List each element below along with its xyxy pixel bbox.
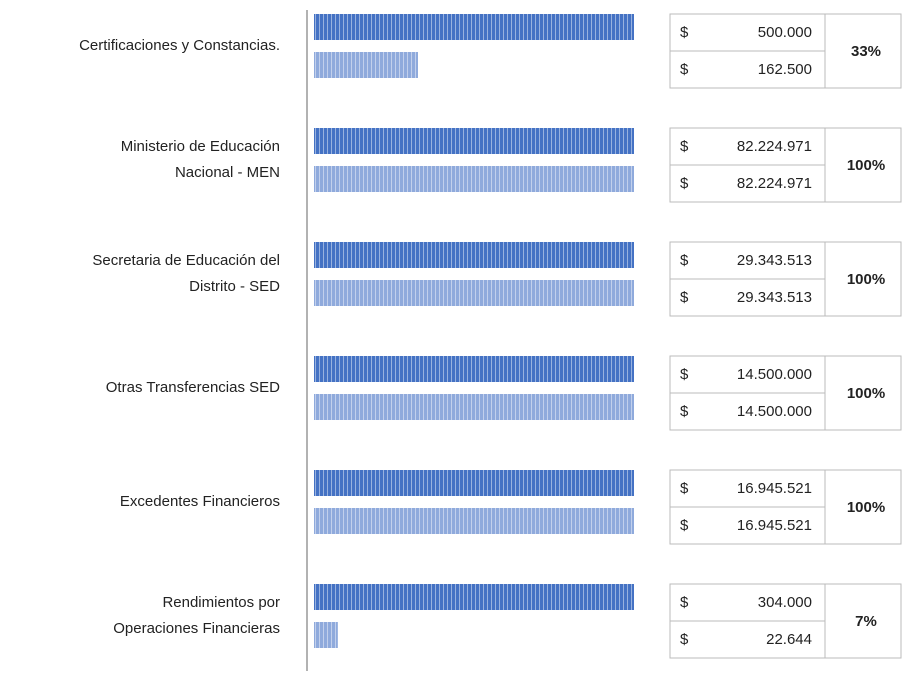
value-label: 82.224.971 [737, 175, 812, 192]
value-label: 82.224.971 [737, 138, 812, 155]
value-label: 304.000 [758, 594, 812, 611]
currency-symbol: $ [680, 631, 689, 648]
bar [314, 584, 634, 610]
value-label: 22.644 [766, 631, 812, 648]
category-label: Secretaria de Educación del [92, 252, 280, 269]
value-label: 162.500 [758, 61, 812, 78]
currency-symbol: $ [680, 61, 689, 78]
ratio-cell [824, 355, 902, 431]
category-label: Distrito - SED [189, 278, 280, 295]
value-label: 29.343.513 [737, 252, 812, 269]
ratio-cell [824, 241, 902, 317]
currency-symbol: $ [680, 594, 689, 611]
category-label: Nacional - MEN [175, 164, 280, 181]
value-label: 29.343.513 [737, 289, 812, 306]
category-label: Certificaciones y Constancias. [79, 37, 280, 54]
ratio-label: 100% [847, 499, 885, 516]
ratio-label: 7% [855, 613, 877, 630]
bar [314, 508, 634, 534]
bar [314, 356, 634, 382]
ratio-cell [824, 583, 902, 659]
ratio-label: 100% [847, 385, 885, 402]
currency-symbol: $ [680, 24, 689, 41]
category-label: Operaciones Financieras [113, 620, 280, 637]
currency-symbol: $ [680, 403, 689, 420]
ratio-label: 33% [851, 43, 881, 60]
category-label: Ministerio de Educación [121, 138, 280, 155]
currency-symbol: $ [680, 138, 689, 155]
category-label: Excedentes Financieros [120, 493, 280, 510]
category-label: Otras Transferencias SED [106, 379, 280, 396]
value-label: 500.000 [758, 24, 812, 41]
value-label: 14.500.000 [737, 366, 812, 383]
value-label: 16.945.521 [737, 480, 812, 497]
ratio-cell [824, 469, 902, 545]
value-label: 14.500.000 [737, 403, 812, 420]
currency-symbol: $ [680, 289, 689, 306]
ratio-cell [824, 127, 902, 203]
category-label: Rendimientos por [162, 594, 280, 611]
currency-symbol: $ [680, 252, 689, 269]
bar [314, 280, 634, 306]
bar [314, 622, 338, 648]
bar [314, 128, 634, 154]
currency-symbol: $ [680, 366, 689, 383]
value-label: 16.945.521 [737, 517, 812, 534]
ratio-label: 100% [847, 271, 885, 288]
ratio-label: 100% [847, 157, 885, 174]
currency-symbol: $ [680, 175, 689, 192]
bar [314, 470, 634, 496]
currency-symbol: $ [680, 480, 689, 497]
currency-symbol: $ [680, 517, 689, 534]
bar [314, 394, 634, 420]
ratio-cell [824, 13, 902, 89]
bar [314, 52, 418, 78]
bar [314, 166, 634, 192]
bar [314, 242, 634, 268]
bar [314, 14, 634, 40]
